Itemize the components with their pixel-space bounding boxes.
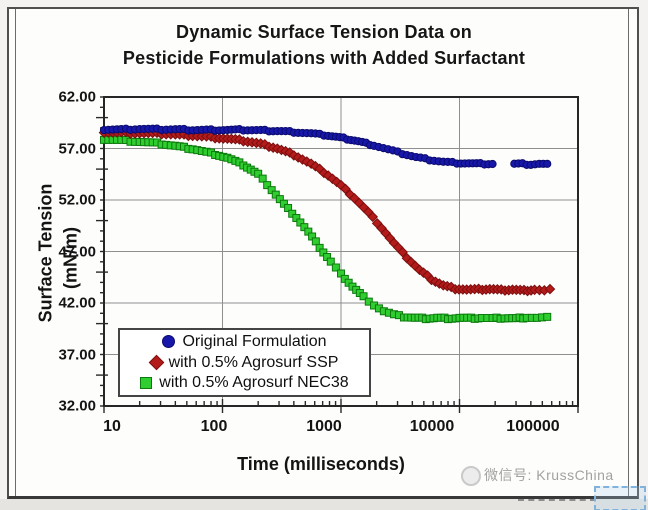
legend: Original Formulation with 0.5% Agrosurf … (118, 328, 371, 397)
legend-marker-square-icon (140, 377, 153, 390)
y-tick-label: 37.00 (58, 346, 96, 363)
legend-item-original-formulation: Original Formulation (120, 333, 369, 351)
x-tick-label: 10000 (409, 418, 455, 435)
chart-title: Dynamic Surface Tension Data on Pesticid… (0, 19, 648, 71)
x-tick-label: 100 (200, 418, 228, 435)
y-tick-label: 32.00 (58, 397, 96, 415)
x-tick-label: 100000 (506, 418, 560, 435)
legend-label: with 0.5% Agrosurf SSP (168, 353, 339, 371)
x-tick-label: 1000 (306, 418, 342, 435)
bottom-dashes (518, 499, 596, 501)
legend-label: with 0.5% Agrosurf NEC38 (159, 374, 349, 392)
bottom-strip (0, 499, 648, 510)
legend-marker-diamond-icon (148, 354, 164, 371)
y-tick-label: 42.00 (58, 294, 96, 312)
legend-marker-circle-icon (162, 335, 176, 349)
legend-item-agrosurf-nec38: with 0.5% Agrosurf NEC38 (120, 374, 369, 392)
watermark-text: 微信号: KrussChina (484, 467, 614, 483)
y-tick-label: 52.00 (58, 191, 96, 209)
legend-item-agrosurf-ssp: with 0.5% Agrosurf SSP (120, 354, 369, 372)
legend-label: Original Formulation (182, 332, 327, 350)
frame-inner-line-left (15, 9, 16, 496)
chart-title-line1: Dynamic Surface Tension Data on (176, 22, 472, 42)
frame-inner-line-right (628, 9, 629, 496)
x-tick-label: 10 (103, 418, 121, 435)
y-tick-label: 62.00 (58, 88, 96, 106)
y-tick-label: 57.00 (58, 140, 96, 157)
wechat-logo-icon (461, 466, 481, 486)
chart-title-line2: Pesticide Formulations with Added Surfac… (122, 48, 526, 68)
x-axis-title: Time (milliseconds) (237, 454, 405, 474)
y-tick-label: 47.00 (58, 243, 96, 260)
corner-artifact (594, 486, 646, 510)
